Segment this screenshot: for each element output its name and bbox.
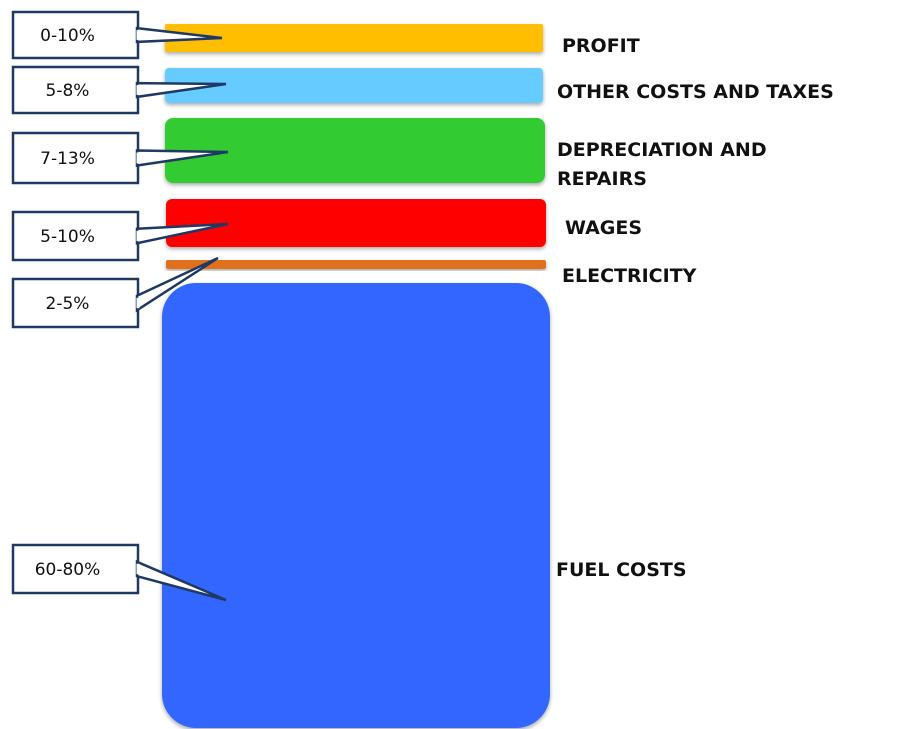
label-fuel-costs: FUEL COSTS bbox=[556, 559, 687, 581]
callout-electricity: 2-5% bbox=[11, 256, 219, 329]
label-depreciation-and-repairs: DEPRECIATION AND REPAIRS bbox=[557, 139, 767, 190]
label-wages: WAGES bbox=[565, 217, 642, 239]
bar-electricity bbox=[166, 260, 546, 269]
callout-range-label: 2-5% bbox=[46, 294, 90, 314]
callout-box bbox=[11, 277, 140, 329]
callout-range-label: 60-80% bbox=[35, 560, 101, 580]
callout-range-label: 5-8% bbox=[46, 81, 90, 101]
bar-profit bbox=[165, 24, 543, 52]
bar-wages bbox=[166, 199, 546, 247]
callout-fuel-costs: 60-80% bbox=[11, 543, 227, 602]
callout-range-label: 0-10% bbox=[40, 26, 95, 46]
bar-depreciation-and-repairs bbox=[165, 118, 545, 183]
bar-fuel-costs bbox=[162, 283, 550, 728]
callout-box bbox=[11, 10, 140, 60]
label-other-costs-and-taxes: OTHER COSTS AND TAXES bbox=[557, 81, 834, 103]
label-electricity: ELECTRICITY bbox=[562, 265, 697, 287]
label-profit: PROFIT bbox=[562, 35, 640, 57]
callout-profit: 0-10% bbox=[11, 10, 223, 60]
callout-other-costs-and-taxes: 5-8% bbox=[11, 65, 227, 115]
callout-range-label: 5-10% bbox=[40, 227, 95, 247]
callout-range-label: 7-13% bbox=[40, 149, 95, 169]
callout-depreciation-and-repairs: 7-13% bbox=[11, 131, 229, 185]
callout-wages: 5-10% bbox=[11, 210, 229, 262]
callout-box bbox=[11, 131, 140, 185]
callout-box bbox=[11, 65, 140, 115]
bar-other-costs-and-taxes bbox=[165, 68, 543, 103]
